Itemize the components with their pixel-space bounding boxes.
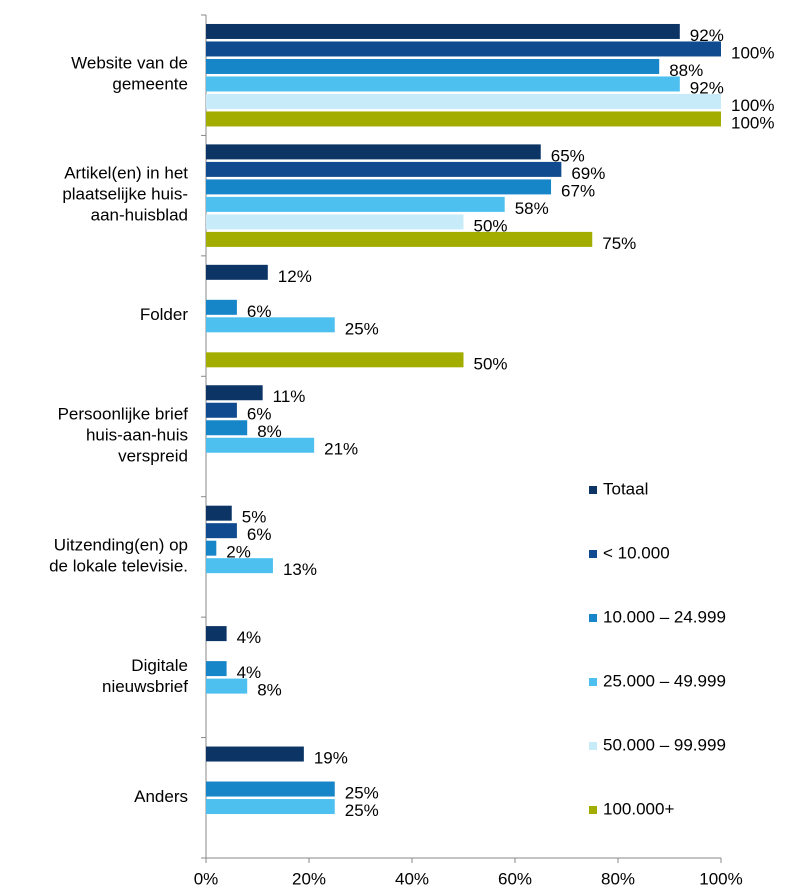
bar	[206, 196, 505, 212]
bar	[206, 540, 217, 556]
value-label: 8%	[257, 422, 282, 441]
value-label: 21%	[324, 440, 358, 459]
x-tick-label: 20%	[292, 869, 326, 888]
bar	[206, 299, 237, 315]
legend-swatch	[589, 614, 597, 622]
value-label: 4%	[237, 663, 262, 682]
x-tick-label: 100%	[699, 869, 742, 888]
legend-label: 25.000 – 49.999	[603, 671, 726, 690]
category-label: Uitzending(en) op de lokale televisie.	[49, 536, 188, 576]
value-label: 2%	[226, 543, 251, 562]
legend-label: 50.000 – 99.999	[603, 735, 726, 754]
value-label: 6%	[247, 525, 272, 544]
bar	[206, 317, 335, 333]
bar	[206, 558, 273, 574]
legend-swatch	[589, 806, 597, 814]
category-label: Folder	[140, 306, 189, 325]
value-label: 6%	[247, 405, 272, 424]
category-label: Persoonlijke brief huis-aan-huis verspreid	[58, 405, 189, 466]
value-label: 92%	[690, 26, 724, 45]
legend-label: < 10.000	[603, 543, 670, 562]
value-label: 19%	[314, 749, 348, 768]
bar	[206, 161, 562, 177]
value-label: 13%	[283, 560, 317, 579]
value-label: 8%	[257, 681, 282, 700]
value-label: 6%	[247, 302, 272, 321]
bar	[206, 799, 335, 815]
x-tick-label: 0%	[194, 869, 219, 888]
x-tick-label: 60%	[498, 869, 532, 888]
legend-label: 10.000 – 24.999	[603, 607, 726, 626]
value-label: 4%	[237, 628, 262, 647]
value-label: 25%	[345, 801, 379, 820]
legend-label: Totaal	[603, 479, 648, 498]
category-label: Artikel(en) in het plaatselijke huis-aan-…	[62, 164, 188, 225]
bar	[206, 437, 315, 453]
category-label: Website van de gemeente	[71, 54, 188, 94]
bar	[206, 58, 660, 74]
category-label: Digitale nieuwsbrief	[102, 656, 188, 696]
bar	[206, 678, 248, 694]
bar	[206, 76, 680, 92]
legend-swatch	[589, 678, 597, 686]
value-label: 5%	[242, 508, 267, 527]
value-label: 50%	[474, 216, 508, 235]
x-tick-label: 40%	[395, 869, 429, 888]
bar	[206, 111, 721, 127]
value-label: 25%	[345, 319, 379, 338]
bar	[206, 264, 268, 280]
bar	[206, 523, 237, 539]
bar	[206, 746, 304, 762]
bar	[206, 505, 232, 521]
value-label: 100%	[731, 96, 774, 115]
bar	[206, 385, 263, 401]
value-label: 58%	[515, 199, 549, 218]
bar	[206, 781, 335, 797]
bar	[206, 420, 248, 436]
value-label: 69%	[571, 164, 605, 183]
value-label: 67%	[561, 181, 595, 200]
value-label: 25%	[345, 784, 379, 803]
bar	[206, 214, 464, 230]
legend-swatch	[589, 550, 597, 558]
legend-swatch	[589, 486, 597, 494]
category-label: Anders	[134, 787, 188, 806]
bar	[206, 231, 593, 247]
value-label: 100%	[731, 43, 774, 62]
bar	[206, 661, 227, 677]
bar	[206, 93, 721, 109]
x-tick-label: 80%	[601, 869, 635, 888]
value-label: 12%	[278, 267, 312, 286]
bar	[206, 41, 721, 57]
value-label: 100%	[731, 113, 774, 132]
bar	[206, 402, 237, 418]
value-label: 65%	[551, 146, 585, 165]
bar	[206, 23, 680, 39]
value-label: 50%	[474, 354, 508, 373]
bar	[206, 352, 464, 368]
bar	[206, 626, 227, 642]
value-label: 11%	[273, 387, 306, 406]
value-label: 75%	[602, 234, 636, 253]
value-label: 92%	[690, 78, 724, 97]
bar	[206, 179, 552, 195]
value-label: 88%	[669, 61, 703, 80]
bar	[206, 144, 541, 160]
legend-swatch	[589, 742, 597, 750]
legend-label: 100.000+	[603, 799, 674, 818]
